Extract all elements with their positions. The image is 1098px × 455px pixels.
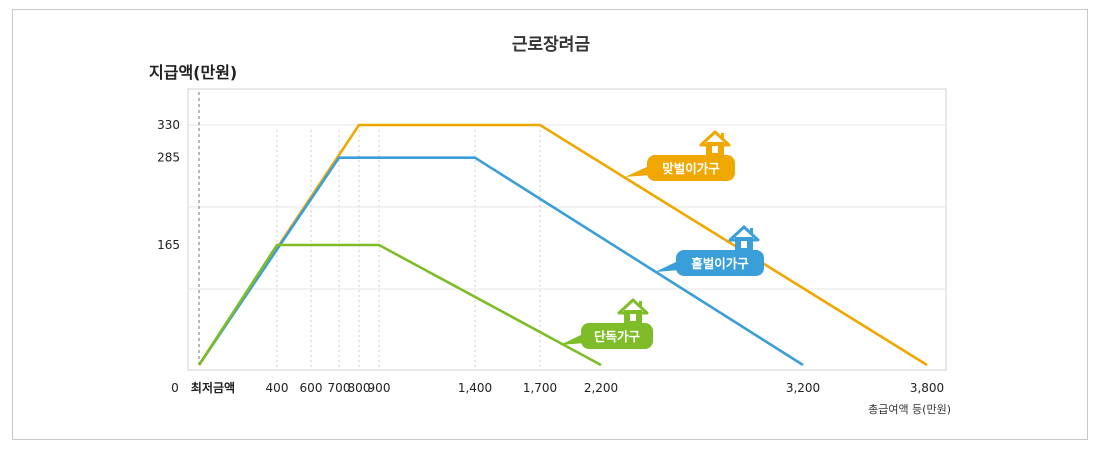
x-tick-label: 3,200 — [786, 381, 820, 395]
tag-bubble — [581, 323, 653, 349]
series-line — [197, 156, 804, 367]
house-icon — [617, 298, 649, 323]
x-tick-label: 1,700 — [523, 381, 557, 395]
x-tick-label: 1,400 — [458, 381, 492, 395]
house-icon — [728, 225, 760, 250]
tag-label: 맞벌이가구 — [662, 161, 720, 176]
series-line — [197, 243, 602, 367]
x-tick-label: 600 — [300, 381, 323, 395]
series-tag: 단독가구 — [560, 298, 653, 349]
chart-title: 근로장려금 — [512, 35, 591, 55]
x-start-label: 최저금액 — [191, 380, 235, 395]
tag-label: 단독가구 — [594, 329, 641, 344]
tag-pointer — [655, 260, 680, 272]
y-tick-label: 285 — [157, 151, 180, 165]
house-icon — [699, 130, 731, 155]
grid-lines — [189, 92, 945, 368]
x-origin-label: 0 — [171, 381, 179, 395]
y-axis-label: 지급액(만원) — [149, 63, 237, 82]
x-tick-label: 3,800 — [910, 381, 944, 395]
series-lines — [197, 123, 928, 367]
x-tick-label: 800 — [348, 381, 371, 395]
y-tick-label: 165 — [157, 238, 180, 252]
y-tick-labels: 165 285 330 — [157, 118, 180, 252]
chart-frame: 근로장려금 지급액(만원) 165 285 330 400 600 700 800 900 1… — [12, 9, 1088, 440]
plot-area-border — [187, 88, 947, 371]
tag-bubble — [676, 250, 764, 276]
x-tick-label: 2,200 — [584, 381, 618, 395]
series-tag: 맞벌이가구 — [625, 130, 735, 181]
tag-pointer — [625, 165, 651, 177]
x-tick-label: 900 — [368, 381, 391, 395]
tag-pointer — [560, 333, 585, 345]
y-tick-label: 330 — [157, 118, 180, 132]
x-tick-label: 700 — [328, 381, 351, 395]
tag-bubble — [647, 155, 735, 181]
x-tick-label: 400 — [266, 381, 289, 395]
tag-label: 홑벌이가구 — [691, 256, 749, 271]
series-tag: 홑벌이가구 — [655, 225, 764, 276]
x-axis-label: 총급여액 등(만원) — [868, 403, 951, 416]
